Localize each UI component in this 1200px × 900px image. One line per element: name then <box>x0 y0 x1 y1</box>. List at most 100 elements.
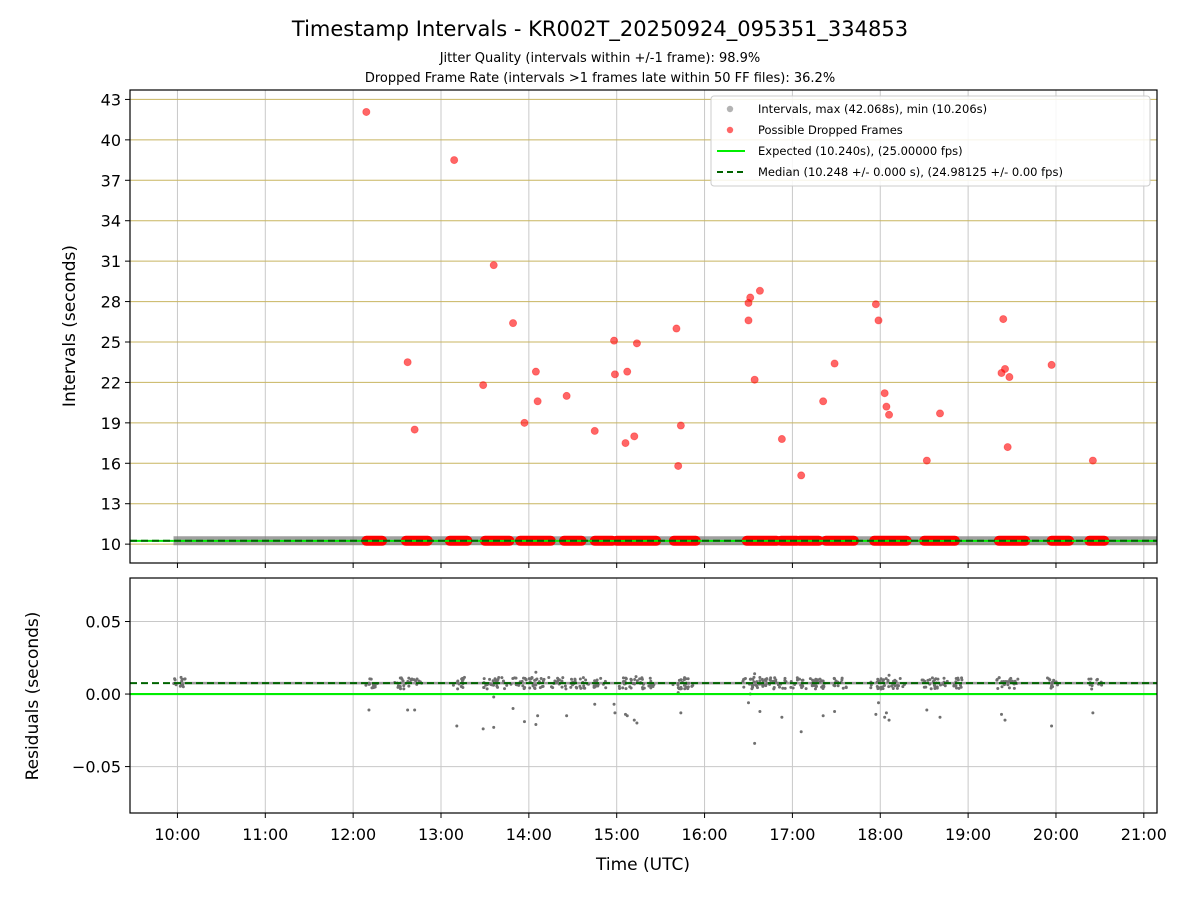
x-tick-label: 17:00 <box>769 825 815 844</box>
intervals-panel: 10 13 16 19 22 25 28 31 34 37 40 43 Intervals (seco… <box>60 89 1158 568</box>
residuals-grid <box>130 578 1157 813</box>
x-tick-label: 16:00 <box>682 825 728 844</box>
intervals-y-tick-label: 34 <box>101 212 121 231</box>
dropped-frame-point <box>610 336 619 345</box>
intervals-y-tick-label: 19 <box>101 414 121 433</box>
residual-point <box>402 687 406 691</box>
residual-outlier-point <box>413 708 417 712</box>
residual-point <box>575 686 579 690</box>
dropped-frame-point <box>746 293 755 302</box>
residual-outlier-point <box>632 718 636 722</box>
residual-outlier-point <box>511 707 515 711</box>
residuals-panel: 10:00 11:00 12:00 13:00 14:00 15:00 16:00 17:00… <box>23 577 1167 875</box>
x-tick-label: 14:00 <box>506 825 552 844</box>
dropped-frame-point <box>936 409 945 418</box>
intervals-y-ticks: 10 13 16 19 22 25 28 31 34 37 40 43 <box>101 90 1145 568</box>
x-axis-label: Time (UTC) <box>595 855 690 875</box>
dropped-frame-point <box>819 397 828 406</box>
residual-point <box>834 679 838 683</box>
residual-point <box>624 677 628 681</box>
residual-point <box>604 686 608 690</box>
dropped-frame-point <box>999 315 1008 324</box>
residuals-y-axis-label: Residuals (seconds) <box>23 612 43 781</box>
residual-point <box>407 684 411 688</box>
residual-point <box>686 687 690 691</box>
dropped-frame-point <box>630 432 639 441</box>
x-tick-label: 18:00 <box>857 825 903 844</box>
residual-point <box>573 677 577 681</box>
residual-point <box>783 686 787 690</box>
dropped-frame-point <box>533 397 542 406</box>
dropped-frame-point <box>744 316 753 325</box>
residual-point <box>879 677 883 681</box>
residual-point <box>800 678 804 682</box>
residual-point <box>603 679 607 683</box>
dropped-frame-point <box>489 261 498 270</box>
residual-outlier-point <box>753 741 757 745</box>
residual-point <box>482 677 486 681</box>
dropped-frame-point <box>520 418 529 427</box>
residual-point <box>417 679 421 683</box>
residual-outlier-point <box>492 725 496 729</box>
residual-point <box>939 683 943 687</box>
dropped-frame-point <box>621 439 630 448</box>
residual-outlier-point <box>799 730 803 734</box>
residual-point <box>778 685 782 689</box>
residual-point <box>924 685 928 689</box>
residual-point <box>1000 685 1004 689</box>
legend-intervals-label: Intervals, max (42.068s), min (10.206s) <box>758 102 987 116</box>
dropped-frame-point <box>362 107 371 116</box>
intervals-y-tick-label: 25 <box>101 333 121 352</box>
residual-point <box>533 686 537 690</box>
residual-point <box>930 676 934 680</box>
residual-point <box>649 683 653 687</box>
x-tick-label: 10:00 <box>154 825 200 844</box>
dropped-frame-point <box>797 471 806 480</box>
residual-point <box>895 686 899 690</box>
residual-point <box>683 687 687 691</box>
residual-point <box>836 684 840 688</box>
residual-point <box>1007 686 1011 690</box>
dropped-frame-point <box>755 286 764 295</box>
residual-point <box>401 679 405 683</box>
residual-point <box>398 684 402 688</box>
residual-point <box>783 676 787 680</box>
residual-point <box>832 683 836 687</box>
dropped-frame-point <box>1003 443 1012 452</box>
residual-point <box>841 686 845 690</box>
residual-outlier-point <box>758 709 762 713</box>
dropped-frame-point <box>403 358 412 367</box>
residual-point <box>456 687 460 691</box>
residual-point <box>1016 677 1020 681</box>
residual-point <box>935 686 939 690</box>
residual-outlier-point <box>455 724 459 728</box>
residual-point <box>542 677 546 681</box>
residual-point <box>762 683 766 687</box>
residual-point <box>942 676 946 680</box>
residual-point <box>398 687 402 691</box>
intervals-y-tick-label: 31 <box>101 252 121 271</box>
residual-point <box>875 685 879 689</box>
residual-point <box>621 676 625 680</box>
dropped-frame-point <box>672 324 681 333</box>
residual-point <box>649 679 653 683</box>
residual-outlier-point <box>406 708 410 712</box>
dropped-frame-point <box>874 316 883 325</box>
residual-point <box>743 676 747 680</box>
residual-outlier-point <box>536 714 540 718</box>
residual-point <box>178 684 182 688</box>
residual-point <box>813 679 817 683</box>
intervals-y-tick-label: 16 <box>101 454 121 473</box>
residual-point <box>1010 679 1014 683</box>
x-tick-label: 13:00 <box>418 825 464 844</box>
intervals-y-tick-label: 13 <box>101 495 121 514</box>
residual-point <box>451 683 455 687</box>
intervals-y-axis-label: Intervals (seconds) <box>60 245 80 407</box>
legend-median-label: Median (10.248 +/- 0.000 s), (24.98125 +… <box>758 165 1063 179</box>
residual-outlier-point <box>534 670 538 674</box>
x-tick-label: 15:00 <box>594 825 640 844</box>
residual-point <box>1050 680 1054 684</box>
residual-point <box>635 679 639 683</box>
residual-point <box>679 678 683 682</box>
